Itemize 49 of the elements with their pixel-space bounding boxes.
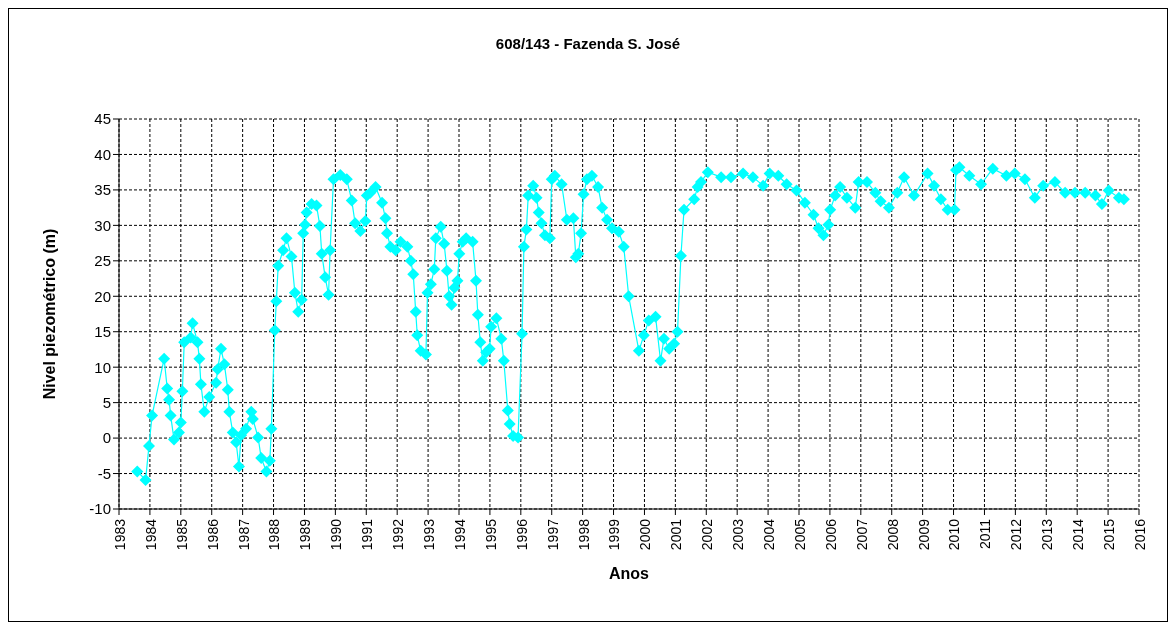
x-tick-label: 2000 [637, 518, 654, 551]
x-tick-label: 2015 [1101, 518, 1118, 551]
x-tick-label: 2009 [915, 518, 932, 551]
x-tick-label: 2011 [977, 518, 994, 550]
x-tick-label: 1993 [421, 518, 438, 551]
x-tick-label: 2003 [730, 518, 747, 551]
x-tick-label: 1985 [173, 518, 190, 551]
y-tick-label: 30 [94, 216, 111, 234]
x-tick-label: 2008 [884, 518, 901, 551]
y-tick-label: 0 [102, 429, 111, 447]
x-tick-label: 1986 [204, 518, 221, 551]
y-tick-label: 20 [94, 287, 111, 305]
x-tick-label: 1999 [606, 518, 623, 551]
x-tick-label: 2001 [668, 518, 685, 551]
x-tick-label: 1994 [451, 518, 468, 551]
x-tick-label: 2010 [946, 518, 963, 551]
x-axis-title: Anos [609, 565, 650, 582]
y-tick-label: 40 [94, 145, 111, 163]
y-tick-label: 45 [94, 110, 111, 128]
y-tick-label: -5 [97, 464, 111, 482]
x-tick-label: 1990 [328, 518, 345, 551]
chart-title: 608/143 - Fazenda S. José [494, 35, 682, 52]
x-tick-label: 2004 [761, 518, 778, 551]
x-tick-label: 1991 [359, 518, 376, 551]
y-tick-label: 15 [94, 323, 111, 341]
x-tick-label: 1988 [266, 518, 283, 551]
x-tick-label: 1987 [235, 518, 252, 551]
y-tick-label: 10 [94, 358, 111, 376]
x-tick-label: 2012 [1008, 518, 1025, 551]
x-tick-label: 1989 [297, 518, 314, 551]
x-tick-label: 1997 [544, 518, 561, 551]
x-tick-label: 2016 [1131, 518, 1148, 551]
x-tick-label: 2002 [699, 518, 716, 551]
y-axis-title: Nivel piezométrico (m) [40, 228, 58, 400]
x-tick-label: 1992 [390, 518, 407, 551]
y-tick-label: 5 [102, 393, 111, 411]
y-tick-label: -10 [89, 500, 111, 518]
x-tick-label: 1998 [575, 518, 592, 551]
x-tick-label: 2007 [853, 518, 870, 551]
x-tick-label: 1996 [513, 518, 530, 551]
x-tick-label: 2005 [791, 518, 808, 551]
y-tick-label: 25 [94, 252, 111, 270]
x-tick-label: 2006 [822, 518, 839, 551]
x-tick-label: 1995 [482, 518, 499, 551]
x-tick-label: 2013 [1039, 518, 1056, 551]
x-tick-label: 1984 [142, 518, 159, 551]
y-tick-label: 35 [94, 181, 111, 199]
x-tick-label: 2014 [1070, 518, 1087, 551]
x-tick-label: 1983 [111, 518, 128, 551]
